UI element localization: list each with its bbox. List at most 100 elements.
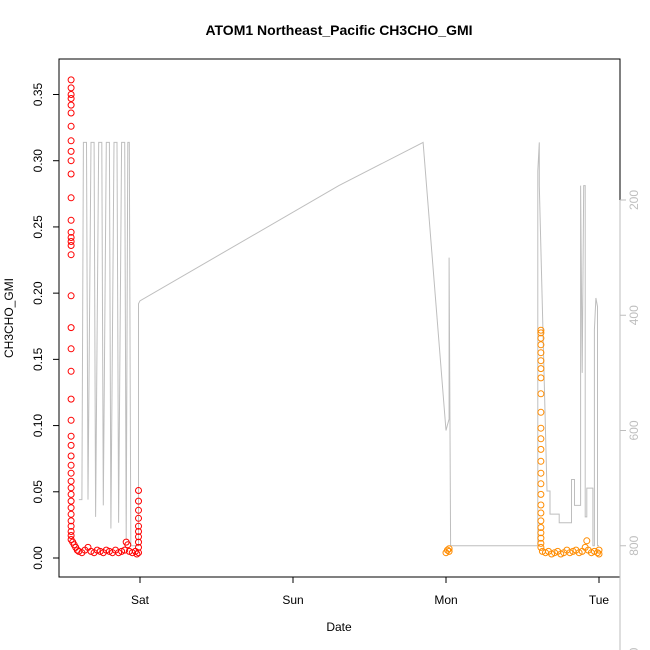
data-point [135, 543, 142, 551]
data-point [121, 546, 129, 554]
data-point [67, 484, 75, 492]
x-tick-label: Sun [282, 593, 303, 607]
y-tick-label: 0.25 [31, 215, 45, 239]
data-point [67, 109, 75, 117]
y-tick-label: 0.20 [31, 281, 45, 305]
points-layer [67, 76, 603, 558]
data-point [537, 517, 545, 525]
data-point [583, 537, 591, 545]
data-point [67, 504, 75, 512]
data-point [135, 514, 142, 522]
data-point [595, 546, 603, 554]
data-point [445, 547, 453, 555]
data-point [67, 441, 75, 449]
y-tick-label: 0.35 [31, 82, 45, 106]
data-point [67, 101, 75, 109]
data-point [537, 390, 545, 398]
data-point [537, 469, 545, 477]
data-point [537, 357, 545, 365]
data-point [537, 329, 545, 337]
data-point [67, 157, 75, 165]
data-point [537, 341, 545, 349]
y-tick-label: 0.00 [31, 546, 45, 570]
data-point [575, 549, 583, 557]
pressure-line-layer [78, 141, 599, 547]
data-point [67, 324, 75, 332]
data-point [67, 122, 75, 130]
data-point [135, 549, 142, 557]
data-point [67, 137, 75, 145]
data-point [537, 349, 545, 357]
data-point [537, 435, 545, 443]
data-point [67, 510, 75, 518]
data-point [537, 501, 545, 509]
data-point [537, 490, 545, 498]
data-point [537, 445, 545, 453]
data-point [135, 522, 142, 530]
data-point [67, 242, 75, 249]
data-point [67, 76, 75, 84]
data-point [537, 534, 545, 542]
data-point [537, 408, 545, 416]
data-point [67, 367, 75, 375]
x-tick-label: Sat [131, 593, 150, 607]
plot-frame [58, 58, 621, 578]
data-point [537, 457, 545, 465]
data-point [135, 538, 142, 546]
data-point [67, 234, 75, 241]
data-point [67, 416, 75, 424]
data-point [67, 532, 75, 539]
data-point [67, 517, 75, 525]
data-point [124, 541, 132, 549]
data-point [135, 497, 142, 505]
data-point [67, 461, 75, 469]
data-point [537, 509, 545, 517]
data-point [135, 533, 142, 541]
data-point [537, 365, 545, 373]
data-point [135, 528, 142, 535]
data-point [566, 549, 574, 557]
data-point [67, 251, 75, 259]
y-tick-label: 0.15 [31, 347, 45, 371]
data-point [67, 477, 75, 485]
y-axis-label: CH3CHO_GMI [2, 278, 16, 358]
data-point [67, 84, 75, 92]
data-point [67, 345, 75, 353]
data-point [67, 194, 75, 202]
y2-axis: 200 400 600 800 1000 [619, 190, 641, 650]
data-point [67, 91, 75, 98]
x-tick-label: Mon [434, 593, 457, 607]
data-point [537, 543, 545, 551]
data-point [135, 487, 142, 494]
data-point [537, 424, 545, 432]
y2-tick-label: 400 [627, 305, 641, 325]
data-point [445, 545, 453, 553]
y2-tick-label: 600 [627, 420, 641, 440]
data-point [537, 374, 545, 382]
data-point [67, 432, 75, 440]
data-point [67, 147, 75, 155]
y2-tick-label: 800 [627, 535, 641, 555]
data-point [118, 547, 126, 555]
data-point [67, 170, 75, 178]
data-point [537, 480, 545, 488]
y-tick-label: 0.05 [31, 480, 45, 504]
x-tick-label: Tue [589, 593, 610, 607]
y-tick-label: 0.10 [31, 414, 45, 438]
chart-title: ATOM1 Northeast_Pacific CH3CHO_GMI [205, 22, 472, 38]
data-point [67, 469, 75, 477]
data-point [67, 228, 75, 236]
data-point [67, 522, 75, 530]
data-point [102, 546, 110, 554]
data-point [595, 550, 603, 558]
data-point [67, 497, 75, 505]
pressure-line [78, 141, 599, 547]
data-point [537, 334, 545, 342]
data-point [537, 326, 545, 334]
y2-tick-label: 200 [627, 190, 641, 210]
data-point [537, 539, 545, 547]
data-point [135, 506, 142, 514]
data-point [67, 292, 75, 300]
data-point [537, 524, 545, 531]
